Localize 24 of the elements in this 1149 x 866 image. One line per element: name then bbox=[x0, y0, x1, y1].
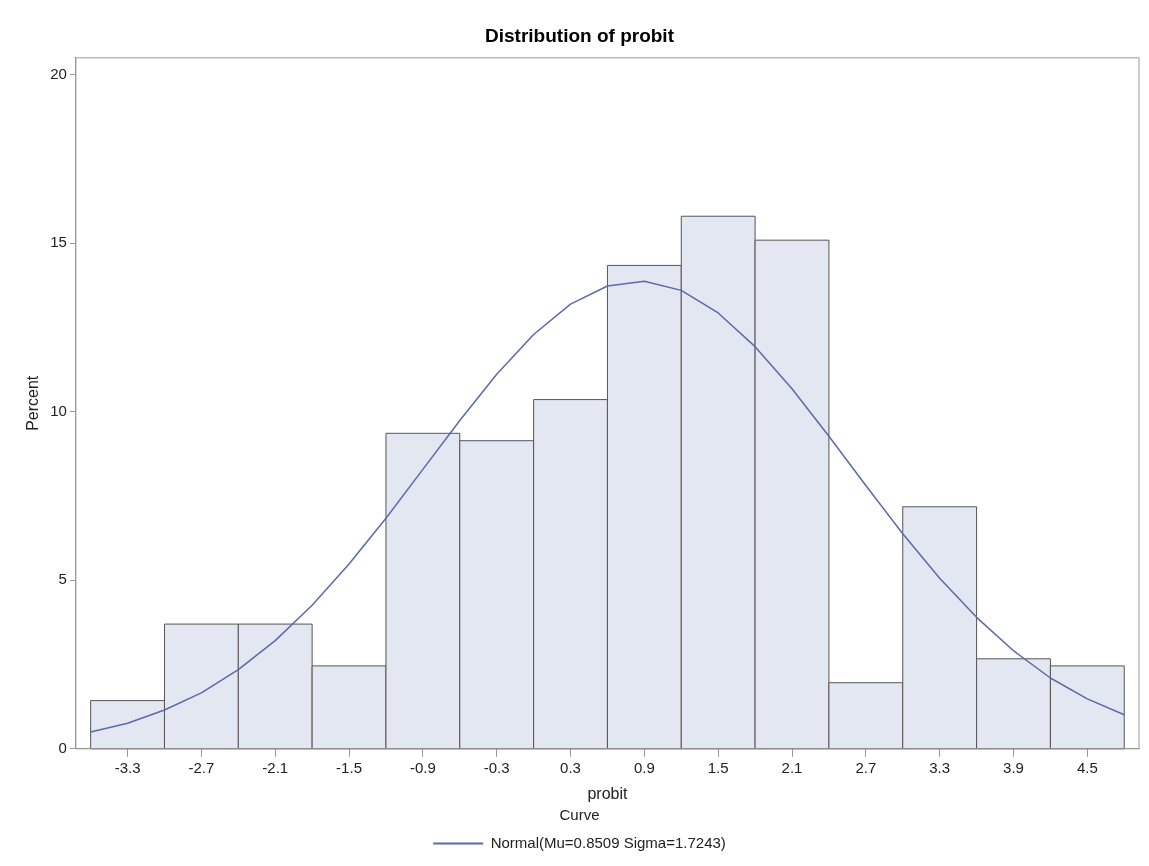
legend-title: Curve bbox=[559, 805, 600, 823]
x-axis-title: probit bbox=[587, 784, 628, 802]
x-tick-label: 4.5 bbox=[1076, 758, 1098, 776]
chart-title: Distribution of probit bbox=[485, 24, 675, 46]
y-tick-label: 20 bbox=[50, 64, 67, 82]
y-axis-title: Percent bbox=[24, 375, 42, 431]
x-tick-label: 2.7 bbox=[855, 758, 877, 776]
x-tick-label: -2.7 bbox=[188, 758, 215, 776]
x-tick-label: 0.3 bbox=[560, 758, 581, 776]
y-tick-label: 15 bbox=[50, 233, 67, 251]
x-tick-label: -3.3 bbox=[114, 758, 141, 776]
x-tick-label: 1.5 bbox=[707, 758, 729, 776]
y-tick-label: 10 bbox=[50, 401, 67, 419]
y-tick-label: 5 bbox=[58, 570, 67, 588]
x-tick-label: -0.3 bbox=[483, 758, 510, 776]
x-tick-label: -2.1 bbox=[262, 758, 289, 776]
x-tick-label: 2.1 bbox=[781, 758, 803, 776]
x-tick-label: -0.9 bbox=[409, 758, 436, 776]
x-tick-label: 0.9 bbox=[633, 758, 655, 776]
x-tick-label: 3.9 bbox=[1003, 758, 1024, 776]
y-tick-label: 0 bbox=[58, 738, 67, 756]
legend-label: Normal(Mu=0.8509 Sigma=1.7243) bbox=[490, 833, 726, 851]
x-tick-label: -1.5 bbox=[336, 758, 362, 776]
x-tick-label: 3.3 bbox=[929, 758, 951, 776]
